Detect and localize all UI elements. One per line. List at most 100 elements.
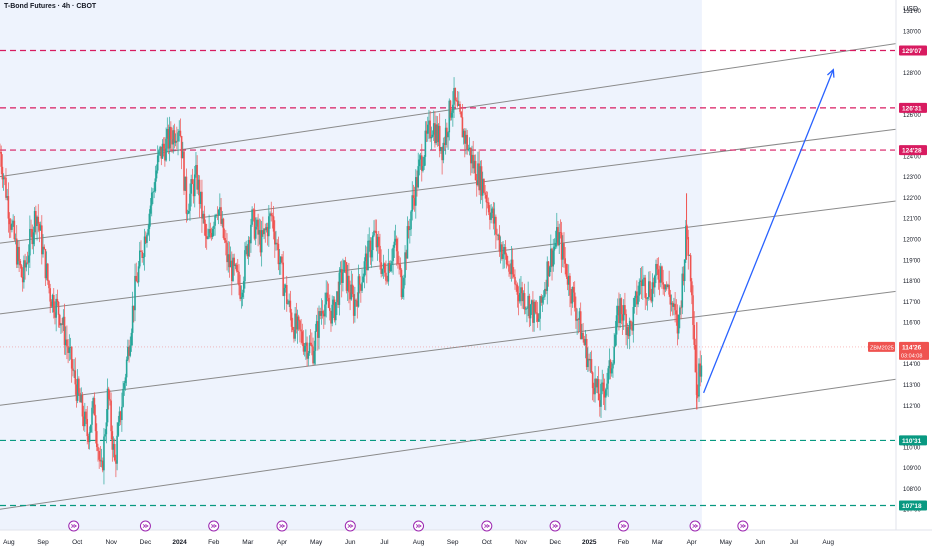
candle-body-426	[508, 264, 510, 272]
candle-body-581	[693, 324, 696, 345]
y-tick-label-11: 120'00	[903, 238, 921, 244]
candle-body-95	[112, 444, 115, 450]
candle-body-435	[518, 293, 521, 302]
candle-body-176	[209, 229, 212, 233]
candle-body-205	[244, 250, 246, 282]
candle-body-461	[550, 248, 552, 268]
candle-body-70	[82, 416, 85, 427]
candle-body-467	[557, 227, 559, 246]
candle-body-366	[436, 124, 439, 143]
candle-body-107	[127, 346, 129, 360]
candle-body-79	[93, 398, 96, 416]
candle-body-402	[479, 166, 482, 191]
candle-body-546	[651, 282, 654, 302]
candle-body-395	[471, 154, 473, 164]
candle-body-385	[459, 103, 461, 112]
candle-body-318	[379, 245, 381, 263]
candle-body-302	[360, 284, 362, 291]
candle-body-86	[101, 460, 104, 471]
level-tag-label-4: 107'18	[902, 503, 922, 510]
candle-body-489	[583, 338, 586, 345]
candle-body-362	[431, 134, 434, 137]
event-marker-icon-6	[484, 524, 491, 528]
candle-body-184	[219, 207, 221, 211]
candle-body-209	[248, 240, 251, 244]
candle-body-71	[84, 411, 86, 427]
candle-body-189	[225, 240, 227, 243]
candle-body-344	[410, 211, 412, 230]
y-tick-label-4: 112'00	[903, 404, 921, 410]
candle-body-413	[492, 208, 495, 224]
candle-body-183	[217, 210, 220, 216]
candle-body-258	[307, 353, 310, 359]
candle-body-235	[279, 256, 282, 263]
candle-body-163	[193, 174, 196, 197]
candle-body-358	[426, 124, 429, 134]
candle-body-300	[357, 276, 360, 307]
candle-body-345	[411, 195, 414, 212]
candle-body-346	[412, 195, 415, 199]
x-tick-label-21: May	[720, 539, 733, 546]
candle-body-162	[192, 183, 195, 197]
candle-body-551	[657, 269, 660, 280]
candle-body-485	[578, 311, 581, 321]
candle-body-342	[407, 226, 410, 231]
x-tick-label-15: Nov	[515, 539, 527, 546]
candle-body-67	[79, 392, 81, 403]
candle-body-476	[567, 275, 570, 285]
candle-body-526	[627, 327, 630, 337]
candle-body-403	[480, 166, 483, 196]
candle-body-158	[187, 210, 190, 214]
candle-body-117	[139, 250, 141, 267]
candle-body-498	[594, 378, 596, 395]
x-tick-label-3: Nov	[106, 539, 118, 546]
x-tick-label-20: Apr	[687, 539, 698, 546]
candle-body-41	[48, 280, 50, 289]
candle-body-481	[573, 292, 576, 308]
candle-body-90	[106, 388, 109, 423]
candle-body-100	[118, 411, 121, 423]
candle-body-471	[561, 243, 564, 260]
candle-body-19	[21, 277, 24, 283]
candle-body-356	[424, 130, 427, 157]
candle-body-449	[535, 312, 538, 314]
y-tick-label-14: 123'00	[903, 175, 921, 181]
candle-body-23	[26, 262, 29, 264]
candle-body-575	[686, 225, 688, 238]
candle-body-417	[497, 234, 500, 236]
candle-body-24	[27, 255, 30, 263]
candle-body-572	[682, 273, 685, 282]
candle-body-159	[189, 193, 191, 211]
candle-body-416	[496, 234, 498, 236]
candle-body-336	[400, 269, 403, 298]
candle-body-580	[692, 295, 694, 325]
candle-body-518	[618, 305, 620, 324]
candle-body-515	[614, 334, 617, 347]
candle-body-365	[435, 124, 437, 144]
candle-body-586	[699, 363, 701, 377]
candle-body-479	[571, 287, 574, 304]
candle-body-33	[38, 223, 41, 231]
candle-body-236	[281, 256, 283, 263]
candle-body-126	[149, 205, 152, 214]
y-tick-label-8: 117'00	[903, 300, 921, 306]
candle-body-407	[485, 194, 488, 203]
candle-body-349	[416, 177, 418, 188]
candle-body-12	[13, 220, 16, 240]
candle-body-423	[504, 246, 507, 255]
candle-body-234	[278, 262, 281, 265]
candle-body-6	[6, 196, 8, 198]
candle-body-102	[121, 406, 123, 421]
candle-body-453	[540, 296, 543, 303]
candle-body-215	[256, 219, 258, 227]
candle-body-478	[570, 295, 572, 304]
candle-body-408	[486, 202, 489, 204]
candle-body-334	[398, 263, 400, 265]
candle-body-490	[584, 338, 587, 345]
candle-body-469	[559, 232, 562, 233]
candle-body-384	[458, 103, 460, 106]
candle-body-25	[29, 228, 31, 256]
candle-body-535	[638, 281, 641, 296]
